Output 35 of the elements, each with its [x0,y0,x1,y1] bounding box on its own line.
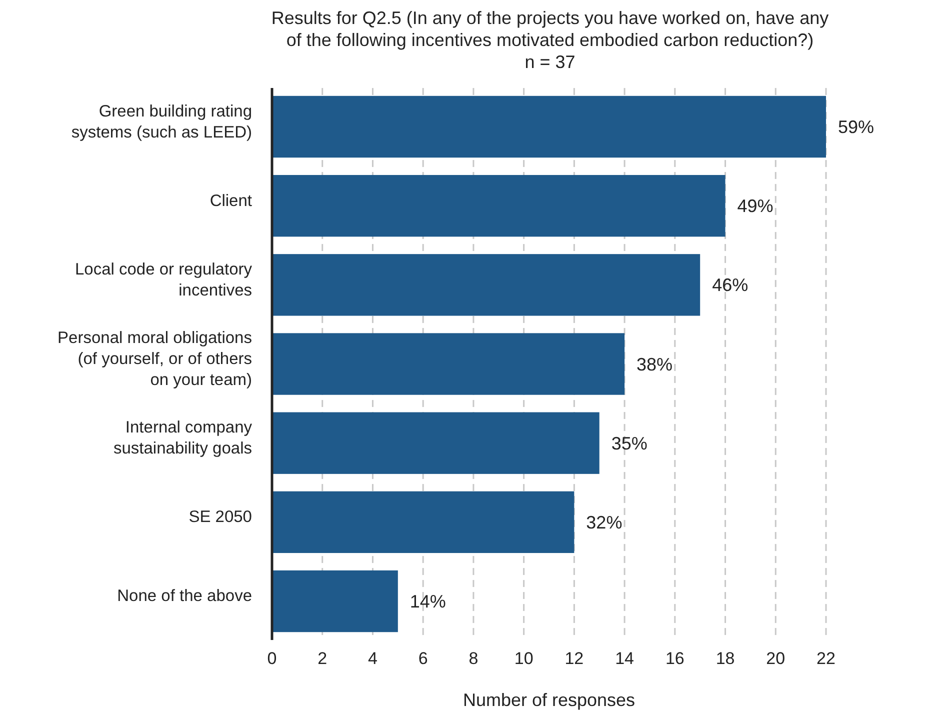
annotation: 46% [712,275,748,296]
bar [272,254,700,316]
bar [272,570,398,632]
x-tick-label: 8 [468,649,478,668]
x-tick-label: 6 [418,649,428,668]
bar [272,174,726,237]
bar [272,491,574,554]
bar [272,412,600,474]
x-tick-label: 2 [318,649,328,668]
x-tick-label: 4 [368,649,378,668]
annotation: 38% [636,354,673,374]
y-tick-label: Local code or regulatory incentives [74,260,253,300]
x-tick-label: 18 [716,649,735,668]
x-tick-label: 0 [267,649,277,668]
annotation: 14% [410,592,446,612]
x-tick-label: 12 [564,649,584,668]
annotation: 32% [586,512,622,532]
annotation: 49% [737,196,774,216]
y-tick-label: None of the above [117,587,252,606]
y-tick-label: SE 2050 [188,508,252,526]
y-tick-label: Internal company sustainability goals [114,418,253,458]
bar [272,96,826,158]
x-tick-label: 16 [665,649,684,668]
chart-title: Results for Q2.5 (In any of the projects you have worked on, have any of the following incentives motivated embodied carbon reduction?) n = 37 [271,8,829,72]
bar [272,333,625,395]
annotation: 59% [838,117,874,138]
y-tick-label: Green building rating systems (such as LEED) [71,102,252,142]
x-axis-title: Number of responses [462,690,636,710]
x-tick-label: 14 [615,649,634,668]
y-tick-label: Client [210,192,252,210]
x-tick-label: 20 [766,649,786,668]
annotation: 35% [611,433,648,454]
x-tick-label: 22 [816,649,836,668]
y-tick-label: Personal moral obligations (of yourself, or of others on your team) [58,329,252,389]
x-tick-label: 10 [514,649,534,668]
